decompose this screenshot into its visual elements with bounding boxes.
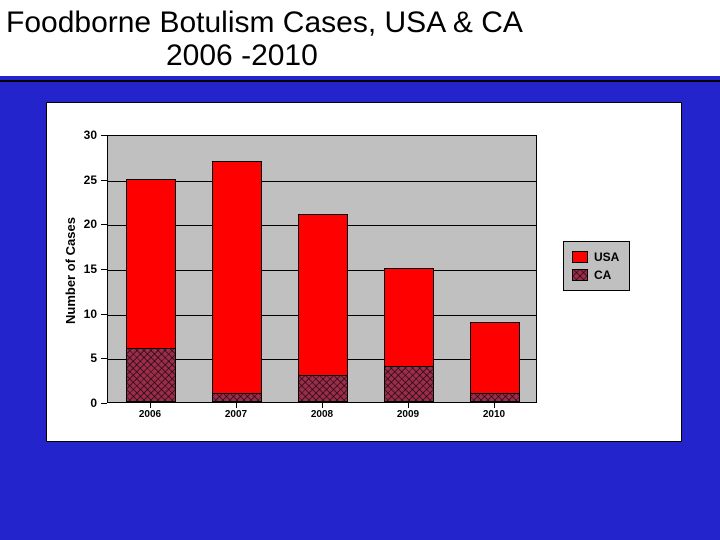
legend-row: CA <box>572 266 619 284</box>
hatch-pattern <box>471 394 519 401</box>
legend-row: USA <box>572 248 619 266</box>
y-tick <box>101 269 107 270</box>
bar-usa <box>212 161 262 402</box>
y-tick <box>101 135 107 136</box>
bar-usa <box>470 322 520 402</box>
x-tick-label: 2009 <box>388 409 428 420</box>
slide: Foodborne Botulism Cases, USA & CA 2006 … <box>0 0 720 540</box>
chart-card: Number of Cases USACA 051015202530200620… <box>46 102 682 442</box>
hatch-pattern <box>127 349 175 401</box>
y-tick-label: 10 <box>73 307 97 321</box>
y-tick-label: 0 <box>73 396 97 410</box>
bar-ca <box>384 366 434 402</box>
hatch-pattern <box>573 270 587 280</box>
y-tick <box>101 224 107 225</box>
bar-ca <box>298 375 348 402</box>
y-tick-label: 15 <box>73 262 97 276</box>
legend-label: USA <box>594 250 619 264</box>
title-bar: Foodborne Botulism Cases, USA & CA 2006 … <box>0 0 720 76</box>
legend-swatch <box>572 269 588 281</box>
x-tick-label: 2006 <box>130 409 170 420</box>
x-tick-label: 2008 <box>302 409 342 420</box>
hatch-pattern <box>385 367 433 401</box>
y-tick <box>101 403 107 404</box>
y-tick-label: 25 <box>73 173 97 187</box>
slide-title-line2: 2006 -2010 <box>6 39 720 72</box>
bar-ca <box>212 393 262 402</box>
x-tick <box>236 403 237 408</box>
y-tick-label: 20 <box>73 217 97 231</box>
bar-ca <box>126 348 176 402</box>
legend-label: CA <box>594 268 611 282</box>
y-tick-label: 5 <box>73 351 97 365</box>
slide-title-line1: Foodborne Botulism Cases, USA & CA <box>6 6 720 39</box>
hatch-pattern <box>213 394 261 401</box>
legend: USA CA <box>563 241 630 291</box>
y-tick <box>101 180 107 181</box>
x-tick <box>494 403 495 408</box>
y-tick <box>101 358 107 359</box>
x-tick-label: 2007 <box>216 409 256 420</box>
x-tick-label: 2010 <box>474 409 514 420</box>
bar-usa <box>298 214 348 402</box>
legend-swatch <box>572 251 588 263</box>
x-tick <box>150 403 151 408</box>
hatch-pattern <box>299 376 347 401</box>
x-tick <box>322 403 323 408</box>
x-tick <box>408 403 409 408</box>
y-tick <box>101 314 107 315</box>
title-underline <box>0 80 720 82</box>
bar-ca <box>470 393 520 402</box>
y-tick-label: 30 <box>73 128 97 142</box>
plot-area <box>107 135 537 403</box>
